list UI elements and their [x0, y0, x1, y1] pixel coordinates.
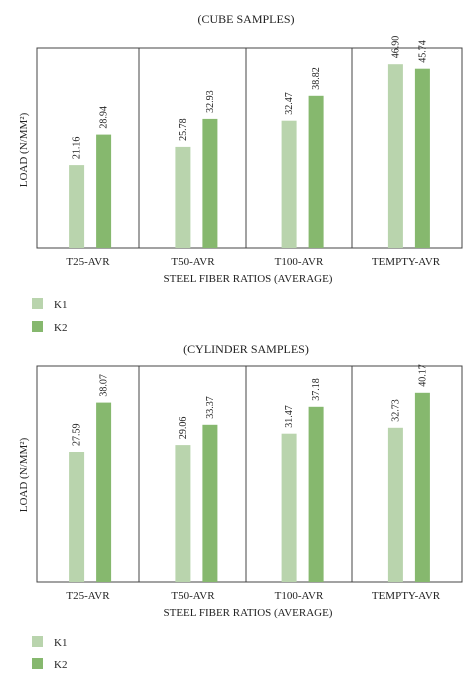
cylinder-data-label: 32.73 [390, 399, 401, 422]
legend-label-k2: K2 [54, 322, 67, 334]
cube-bar-k1 [387, 64, 403, 248]
cylinder-data-label: 40.17 [417, 364, 428, 387]
cube-bar-k2 [308, 95, 324, 248]
cylinder-bar-k1 [175, 445, 191, 582]
cube-bar-k1 [69, 165, 85, 248]
cube-data-label: 45.74 [417, 40, 428, 63]
cube-data-label: 38.82 [311, 67, 322, 90]
cube-data-label: 32.47 [284, 92, 295, 115]
cylinder-bars: 27.59 38.07 29.06 33.37 31.47 37.18 32.73 40.17 [69, 364, 430, 582]
cube-bar-k1 [281, 120, 297, 248]
cylinder-bar-k2 [96, 402, 112, 582]
cylinder-tick-label: T25-AVR [66, 590, 110, 602]
cylinder-bar-k1 [281, 433, 297, 582]
cylinder-bar-k1 [69, 452, 85, 582]
cylinder-data-label: 29.06 [178, 417, 189, 440]
cube-bar-k2 [202, 118, 218, 249]
cube-legend: K1 K2 [32, 298, 67, 334]
legend-swatch-k2 [32, 658, 43, 669]
cylinder-data-label: 38.07 [99, 374, 110, 397]
cube-chart-title: (CUBE SAMPLES) [197, 12, 294, 26]
cube-bar-k2 [414, 68, 430, 248]
cube-data-label: 21.16 [72, 137, 83, 160]
cube-x-axis-label: STEEL FIBER RATIOS (AVERAGE) [164, 273, 333, 285]
cylinder-data-label: 27.59 [72, 424, 83, 447]
cube-tick-label: TEMPTY-AVR [372, 256, 441, 268]
cube-tick-label: T25-AVR [66, 256, 110, 268]
legend-swatch-k1 [32, 298, 43, 309]
cube-data-label: 25.78 [178, 118, 189, 141]
legend-swatch-k2 [32, 321, 43, 332]
cube-plot-frame [36, 47, 463, 249]
cube-data-label: 46.90 [390, 36, 401, 59]
cylinder-bar-k2 [414, 392, 430, 582]
cylinder-chart-title: (CYLINDER SAMPLES) [183, 342, 309, 356]
cylinder-y-axis-label: LOAD (N/MM²) [18, 437, 30, 512]
cube-tick-label: T100-AVR [275, 256, 324, 268]
cylinder-tick-label: TEMPTY-AVR [372, 590, 441, 602]
cube-chart: (CUBE SAMPLES) LOAD (N/MM²) 21.16 28.94 25… [18, 12, 463, 285]
cylinder-data-label: 33.37 [205, 396, 216, 419]
legend-swatch-k1 [32, 636, 43, 647]
cylinder-plot-frame [36, 365, 463, 583]
cube-tick-label: T50-AVR [171, 256, 215, 268]
cube-data-label: 28.94 [99, 106, 110, 129]
cylinder-bar-k2 [202, 424, 218, 582]
cylinder-bar-k2 [308, 406, 324, 582]
cylinder-bar-k1 [387, 427, 403, 582]
cube-data-label: 32.93 [205, 90, 216, 113]
cylinder-tick-label: T100-AVR [275, 590, 324, 602]
legend-label-k2: K2 [54, 659, 67, 671]
legend-label-k1: K1 [54, 637, 67, 649]
cylinder-tick-label: T50-AVR [171, 590, 215, 602]
legend-label-k1: K1 [54, 299, 67, 311]
cube-bar-k1 [175, 146, 191, 248]
cylinder-legend: K1 K2 [32, 636, 67, 671]
cube-y-axis-label: LOAD (N/MM²) [18, 112, 30, 187]
cylinder-chart: (CYLINDER SAMPLES) LOAD (N/MM²) 27.59 38.… [18, 342, 463, 619]
cube-bars: 21.16 28.94 25.78 32.93 32.47 38.82 46.90 45.74 [69, 36, 430, 249]
cylinder-data-label: 37.18 [311, 378, 322, 401]
cylinder-data-label: 31.47 [284, 405, 295, 428]
cylinder-x-axis-label: STEEL FIBER RATIOS (AVERAGE) [164, 607, 333, 619]
cube-bar-k2 [96, 134, 112, 248]
